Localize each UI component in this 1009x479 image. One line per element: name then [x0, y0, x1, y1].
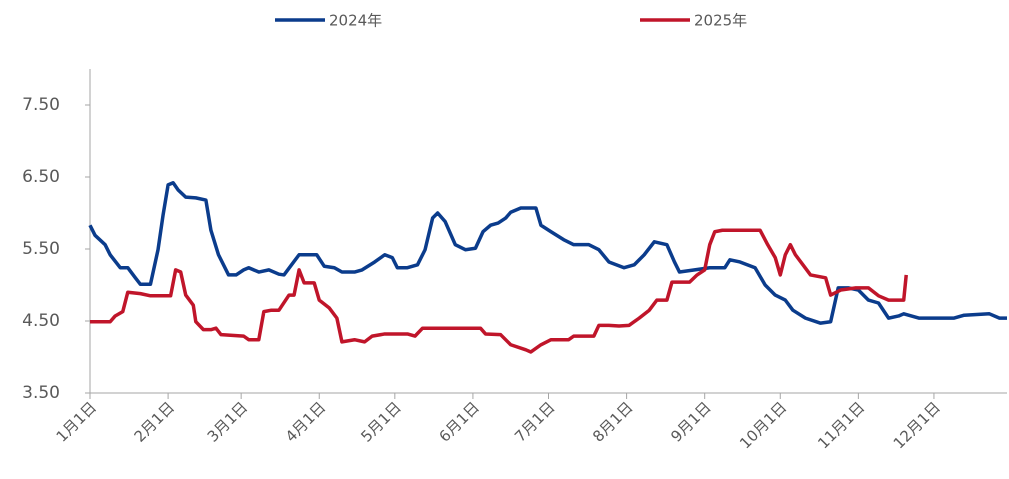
y-tick-label: 7.50	[22, 95, 60, 115]
series-line	[88, 181, 1007, 325]
x-tick-label: 9月1日	[667, 398, 714, 445]
x-tick-label: 2月1日	[131, 398, 178, 445]
y-tick-label: 6.50	[22, 167, 60, 187]
x-tick-label: 8月1日	[589, 398, 636, 445]
series-line	[90, 228, 908, 354]
y-tick-label: 3.50	[22, 383, 60, 403]
y-tick-label: 5.50	[22, 239, 60, 259]
legend-label: 2025年	[694, 12, 747, 30]
x-tick-label: 3月1日	[204, 398, 251, 445]
x-tick-label: 5月1日	[357, 398, 404, 445]
x-tick-label: 4月1日	[282, 398, 329, 445]
x-tick-label: 10月1日	[736, 398, 790, 452]
x-tick-label: 1月1日	[53, 398, 100, 445]
x-tick-label: 11月1日	[814, 398, 868, 452]
x-tick-label: 7月1日	[511, 398, 558, 445]
y-tick-label: 4.50	[22, 311, 60, 331]
x-tick-label: 12月1日	[890, 398, 944, 452]
legend-label: 2024年	[329, 12, 382, 30]
x-tick-label: 6月1日	[435, 398, 482, 445]
